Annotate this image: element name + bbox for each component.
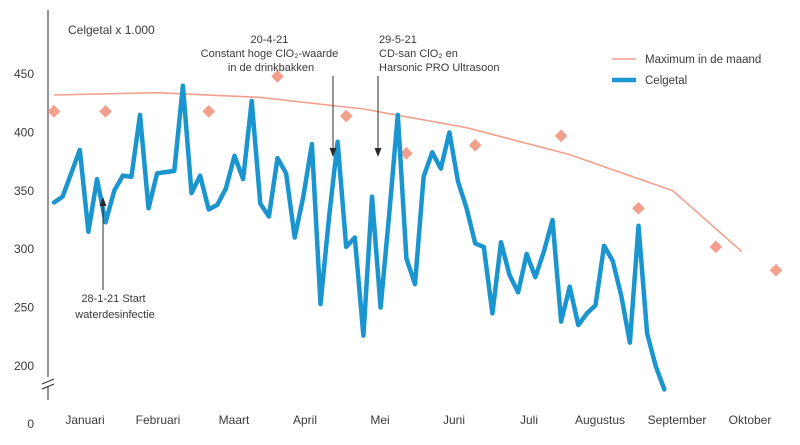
maximum-trend-line bbox=[53, 91, 743, 253]
x-tick-label: Oktober bbox=[729, 413, 772, 427]
maximum-point bbox=[468, 138, 482, 152]
x-tick-label: Augustus bbox=[575, 413, 625, 427]
legend-label-maximum: Maximum in de maand bbox=[645, 54, 761, 66]
maximum-point bbox=[47, 105, 61, 118]
x-tick-label: September bbox=[648, 413, 707, 427]
celgetal-line bbox=[51, 83, 667, 392]
arrow-head bbox=[329, 148, 337, 157]
annotation-cd-san-harsonic: 29-5-21 CD-san ClO₂ en Harsonic PRO Ultr… bbox=[374, 34, 499, 157]
arrow-head bbox=[374, 148, 382, 157]
maximum-point bbox=[202, 105, 216, 118]
arrow-head bbox=[99, 197, 107, 206]
maximum-point bbox=[339, 109, 353, 123]
x-tick-labels: Januari Februari Maart April Mei Juni Juli Augu… bbox=[65, 413, 771, 427]
maximum-point bbox=[632, 201, 645, 215]
x-tick-label: Maart bbox=[219, 413, 250, 427]
y-tick-label: 350 bbox=[14, 184, 34, 198]
x-tick-label: April bbox=[293, 413, 317, 427]
maximum-point bbox=[769, 263, 783, 277]
x-tick-label: Februari bbox=[136, 413, 181, 427]
maximum-point bbox=[554, 129, 568, 143]
y-tick-label: 300 bbox=[14, 242, 34, 256]
annotation-label: 28-1-21 Start waterdesinfectie bbox=[74, 293, 155, 321]
legend-label-celgetal: Celgetal bbox=[645, 75, 687, 87]
maximum-point bbox=[709, 240, 723, 254]
annotation-label: 20-4-21 Constant hoge ClO₂-waarde in de … bbox=[201, 34, 342, 74]
annotation-label: 29-5-21 CD-san ClO₂ en Harsonic PRO Ultr… bbox=[379, 34, 499, 74]
chart-title: Celgetal x 1.000 bbox=[68, 23, 155, 37]
y-tick-label: 250 bbox=[14, 301, 34, 315]
y-tick-labels: 450 400 350 300 250 200 bbox=[14, 67, 34, 373]
x-tick-label: Januari bbox=[65, 413, 104, 427]
annotation-start-waterdesinfectie: 28-1-21 Start waterdesinfectie bbox=[74, 197, 155, 321]
y-tick-label: 200 bbox=[14, 359, 34, 373]
x-tick-label: Mei bbox=[370, 413, 389, 427]
legend: Maximum in de maand Celgetal bbox=[612, 54, 761, 87]
maximum-point bbox=[99, 105, 112, 118]
annotation-constant-clo2: 20-4-21 Constant hoge ClO₂-waarde in de … bbox=[201, 34, 342, 157]
y-tick-label: 400 bbox=[14, 125, 34, 139]
x-tick-label: Juli bbox=[520, 413, 538, 427]
maximum-point bbox=[271, 69, 284, 83]
y-axis-break bbox=[41, 377, 55, 390]
maximum-point bbox=[400, 147, 413, 160]
x-tick-label: Juni bbox=[443, 413, 465, 427]
y-zero-label: 0 bbox=[27, 417, 34, 431]
y-tick-label: 450 bbox=[14, 67, 34, 81]
